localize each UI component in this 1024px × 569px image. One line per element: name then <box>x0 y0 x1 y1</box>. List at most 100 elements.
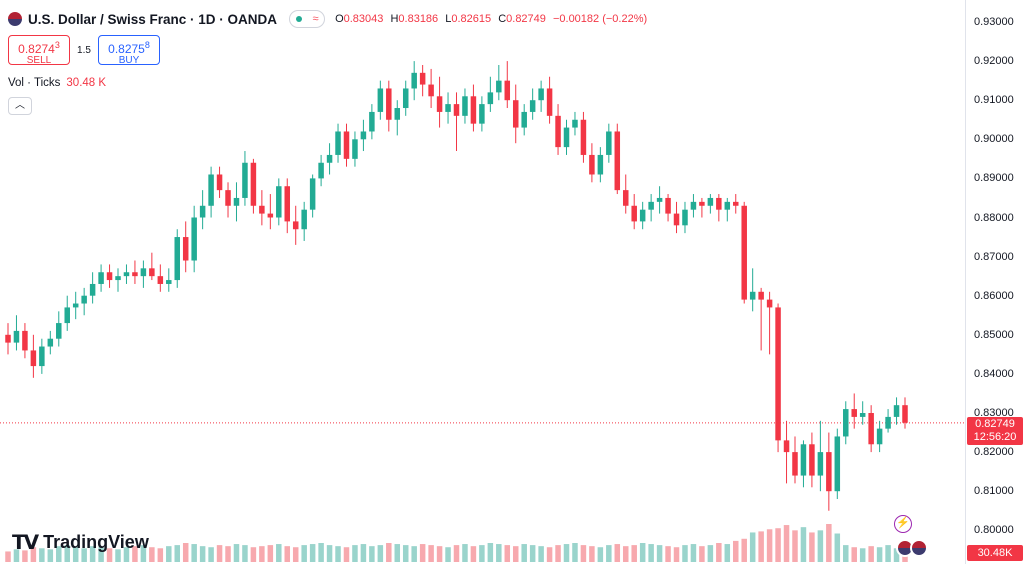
candle-body[interactable] <box>386 88 392 120</box>
candle-body[interactable] <box>902 405 908 423</box>
candle-body[interactable] <box>132 272 138 277</box>
candle-body[interactable] <box>56 323 62 339</box>
candle-body[interactable] <box>292 221 299 230</box>
candle-body[interactable] <box>851 409 857 417</box>
candle-body[interactable] <box>157 276 164 284</box>
currency-flags-icon[interactable] <box>896 539 932 557</box>
candle-body[interactable] <box>250 162 257 206</box>
candle-body[interactable] <box>149 268 155 277</box>
candle-body[interactable] <box>716 197 722 210</box>
candle-body[interactable] <box>656 197 663 202</box>
candle-body[interactable] <box>809 444 815 476</box>
candle-body[interactable] <box>826 452 832 492</box>
price-axis[interactable]: 0.93000 0.92000 0.91000 0.90000 0.89000 0.880… <box>965 0 1024 564</box>
candle-body[interactable] <box>411 72 417 89</box>
candle-body[interactable] <box>419 72 426 85</box>
candle-body[interactable] <box>699 201 705 206</box>
candle-body[interactable] <box>597 154 604 175</box>
candle-body[interactable] <box>707 197 714 206</box>
candle-body[interactable] <box>428 84 434 97</box>
candle-body[interactable] <box>208 174 214 206</box>
candle-body[interactable] <box>572 119 578 128</box>
candle-body[interactable] <box>276 186 282 218</box>
candle-body[interactable] <box>606 131 612 155</box>
candle-body[interactable] <box>98 272 104 284</box>
candle-body[interactable] <box>876 428 883 445</box>
candle-body[interactable] <box>301 209 307 230</box>
candle-body[interactable] <box>225 190 231 206</box>
candle-body[interactable] <box>394 108 401 120</box>
candle-body[interactable] <box>800 444 807 476</box>
candle-body[interactable] <box>580 119 587 155</box>
candle-body[interactable] <box>369 111 375 132</box>
candle-body[interactable] <box>512 100 519 128</box>
candle-body[interactable] <box>352 139 358 159</box>
candle-body[interactable] <box>859 413 866 417</box>
candle-body[interactable] <box>115 276 121 281</box>
candle-body[interactable] <box>690 201 697 210</box>
candle-body[interactable] <box>81 295 87 304</box>
candle-body[interactable] <box>22 330 28 351</box>
candle-body[interactable] <box>868 413 874 445</box>
collapse-legend-button[interactable]: ︿ <box>8 97 32 115</box>
candle-body[interactable] <box>343 131 350 159</box>
candle-body[interactable] <box>741 205 747 300</box>
candle-body[interactable] <box>436 96 443 112</box>
candle-body[interactable] <box>792 452 798 476</box>
candle-body[interactable] <box>766 299 773 308</box>
candle-body[interactable] <box>504 80 511 101</box>
candle-body[interactable] <box>166 280 172 284</box>
candle-body[interactable] <box>834 436 841 492</box>
candle-body[interactable] <box>445 104 451 112</box>
candle-body[interactable] <box>639 209 646 222</box>
candle-body[interactable] <box>648 201 654 210</box>
candle-body[interactable] <box>39 346 45 367</box>
candle-body[interactable] <box>191 217 197 261</box>
sell-button[interactable]: 0.82743 SELL <box>8 35 70 66</box>
candle-body[interactable] <box>123 272 130 277</box>
candle-body[interactable] <box>174 237 180 281</box>
candle-body[interactable] <box>749 291 756 300</box>
candle-body[interactable] <box>309 178 316 210</box>
candle-body[interactable] <box>665 197 671 214</box>
candle-body[interactable] <box>496 80 502 93</box>
candle-body[interactable] <box>267 213 274 218</box>
symbol-title[interactable]: U.S. Dollar / Swiss Franc · 1D · OANDA <box>28 11 278 27</box>
candle-body[interactable] <box>335 131 341 155</box>
candle-body[interactable] <box>546 88 553 116</box>
candle-body[interactable] <box>284 186 291 222</box>
candle-body[interactable] <box>538 88 544 101</box>
candle-body[interactable] <box>377 88 384 112</box>
candle-body[interactable] <box>758 291 764 300</box>
candle-body[interactable] <box>817 452 824 476</box>
candle-body[interactable] <box>893 405 900 417</box>
candle-body[interactable] <box>724 201 731 210</box>
candle-body[interactable] <box>479 104 485 124</box>
candle-body[interactable] <box>453 104 460 116</box>
candle-body[interactable] <box>318 162 324 179</box>
candle-body[interactable] <box>487 92 494 105</box>
candle-body[interactable] <box>733 201 739 206</box>
candle-body[interactable] <box>402 88 409 109</box>
candle-body[interactable] <box>47 338 54 347</box>
candle-body[interactable] <box>589 154 595 175</box>
candle-body[interactable] <box>326 154 333 163</box>
candle-body[interactable] <box>199 205 206 218</box>
tradingview-logo[interactable]: 𝗧𝗩 TradingView <box>12 530 149 555</box>
candle-body[interactable] <box>673 213 680 226</box>
candle-body[interactable] <box>5 334 11 343</box>
candle-body[interactable] <box>521 111 527 128</box>
candle-body[interactable] <box>233 197 240 206</box>
candle-body[interactable] <box>13 330 20 343</box>
candle-body[interactable] <box>622 190 629 206</box>
candle-body[interactable] <box>470 96 477 124</box>
buy-button[interactable]: 0.82758 BUY <box>98 35 160 66</box>
candle-body[interactable] <box>775 307 781 441</box>
candle-body[interactable] <box>631 205 637 222</box>
candle-body[interactable] <box>72 303 79 308</box>
candle-body[interactable] <box>259 205 265 214</box>
lightning-icon[interactable]: ⚡ <box>894 515 912 533</box>
candle-body[interactable] <box>555 115 561 148</box>
candle-body[interactable] <box>682 209 688 226</box>
candle-body[interactable] <box>242 162 248 198</box>
